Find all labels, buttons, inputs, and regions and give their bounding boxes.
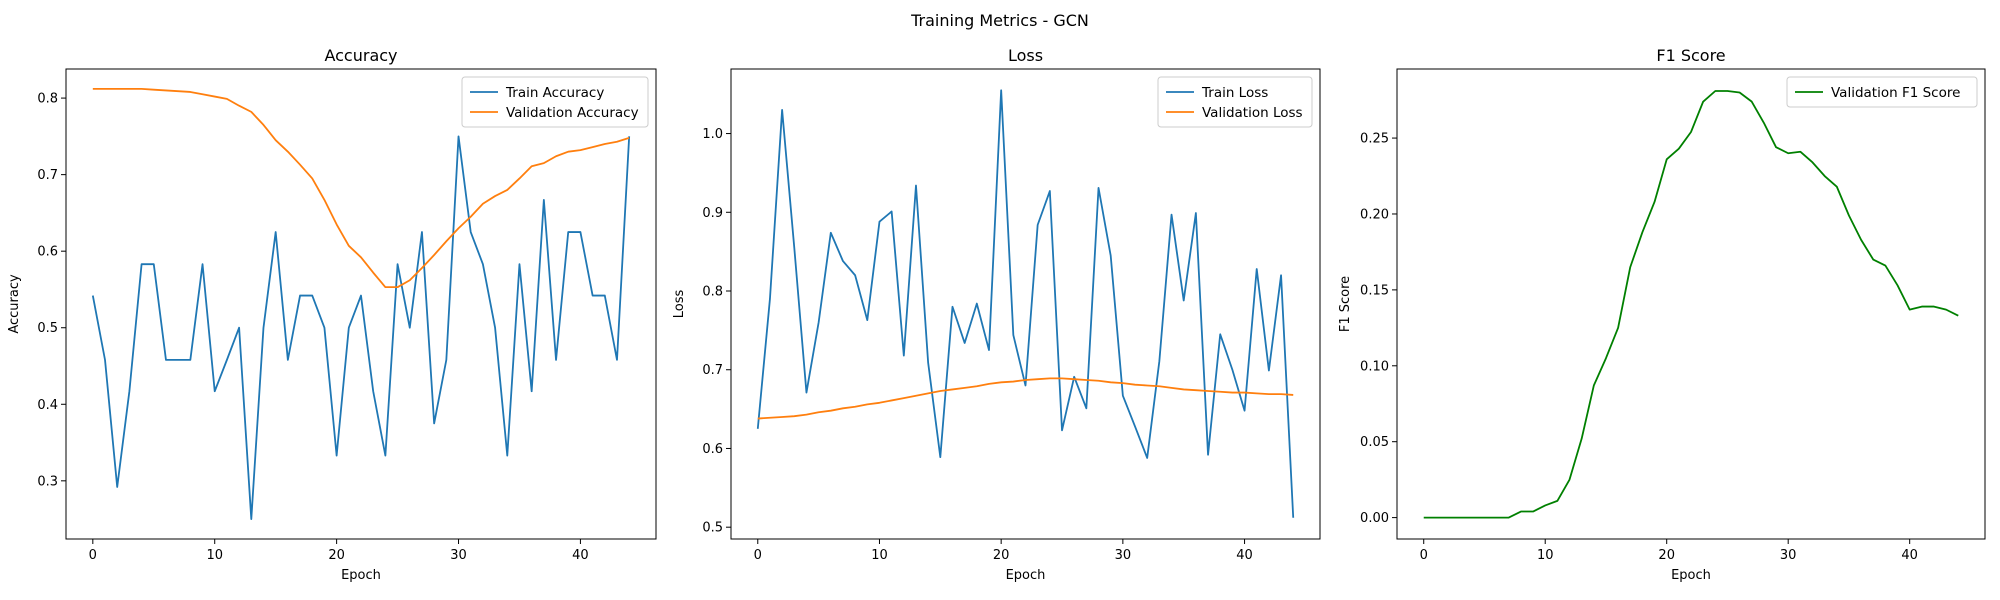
legend-label: Train Loss bbox=[1201, 85, 1268, 101]
x-tick-label: 30 bbox=[1780, 548, 1797, 563]
chart-panels: Accuracy 0 10 20 30 40 0.3 0.4 0.5 0.6 0.7 0.8 Epoch… bbox=[7, 46, 1986, 583]
legend-label: Validation Loss bbox=[1202, 105, 1303, 121]
y-tick-label: 0.6 bbox=[37, 245, 58, 260]
legend-box bbox=[1786, 76, 1978, 108]
y-tick-label: 0.15 bbox=[1360, 283, 1389, 298]
series-line-1 bbox=[91, 135, 631, 520]
y-tick-label: 0.9 bbox=[702, 206, 723, 221]
x-tick-label: 10 bbox=[206, 548, 223, 563]
y-tick-label: 0.6 bbox=[702, 442, 723, 457]
legend-box bbox=[1157, 76, 1313, 128]
x-tick-label: 40 bbox=[1236, 548, 1253, 563]
x-tick-label: 20 bbox=[993, 548, 1010, 563]
chart-title: Loss bbox=[1008, 46, 1043, 65]
y-tick-label: 0.3 bbox=[37, 474, 58, 489]
x-tick-label: 30 bbox=[1115, 548, 1132, 563]
series-line-1 bbox=[756, 89, 1295, 518]
x-axis-label: Epoch bbox=[1671, 568, 1711, 583]
y-axis-label: Loss bbox=[672, 290, 687, 319]
y-tick-label: 0.4 bbox=[37, 398, 58, 413]
plot-frame bbox=[1396, 68, 1986, 540]
chart-title: F1 Score bbox=[1656, 46, 1725, 65]
x-axis-label: Epoch bbox=[1006, 568, 1046, 583]
x-tick-label: 10 bbox=[871, 548, 888, 563]
figure-title: Training Metrics - GCN bbox=[910, 11, 1089, 30]
legend-label: Train Accuracy bbox=[505, 85, 604, 101]
chart-1: Accuracy 0 10 20 30 40 0.3 0.4 0.5 0.6 0.7 0.8 Epoch… bbox=[7, 46, 657, 583]
y-tick-label: 0.7 bbox=[37, 168, 58, 183]
x-tick-label: 0 bbox=[89, 548, 97, 563]
legend-label: Validation F1 Score bbox=[1831, 85, 1960, 101]
x-tick-label: 10 bbox=[1537, 548, 1554, 563]
y-tick-label: 0.5 bbox=[702, 521, 723, 536]
x-axis-label: Epoch bbox=[341, 568, 381, 583]
x-tick-label: 20 bbox=[1658, 548, 1675, 563]
x-tick-label: 30 bbox=[450, 548, 467, 563]
legend: Validation F1 Score bbox=[1786, 76, 1978, 108]
legend-box bbox=[461, 76, 649, 128]
y-tick-label: 0.7 bbox=[702, 363, 723, 378]
chart-3: F1 Score 0 10 20 30 40 0.00 0.05 0.10 0.15 0.20 0.2… bbox=[1338, 46, 1986, 583]
y-axis-label: Accuracy bbox=[7, 274, 22, 334]
x-tick-label: 20 bbox=[328, 548, 345, 563]
series-line-1 bbox=[1423, 90, 1959, 519]
y-tick-label: 0.8 bbox=[37, 92, 58, 107]
y-axis-label: F1 Score bbox=[1338, 276, 1353, 332]
x-tick-label: 0 bbox=[1420, 548, 1428, 563]
y-tick-label: 0.5 bbox=[37, 321, 58, 336]
legend: Train Accuracy Validation Accuracy bbox=[461, 76, 649, 128]
legend: Train Loss Validation Loss bbox=[1157, 76, 1313, 128]
y-tick-label: 0.20 bbox=[1360, 207, 1389, 222]
y-tick-label: 0.00 bbox=[1360, 511, 1389, 526]
series-line-2 bbox=[92, 88, 630, 289]
chart-2: Loss 0 10 20 30 40 0.5 0.6 0.7 0.8 0.9 1.0 Epoch Loss… bbox=[672, 46, 1321, 583]
y-tick-label: 0.05 bbox=[1360, 435, 1389, 450]
plot-frame bbox=[730, 68, 1321, 540]
x-tick-label: 40 bbox=[1901, 548, 1918, 563]
legend-label: Validation Accuracy bbox=[506, 105, 639, 121]
plot-frame bbox=[65, 68, 657, 540]
x-tick-label: 0 bbox=[754, 548, 762, 563]
y-tick-label: 0.8 bbox=[702, 285, 723, 300]
y-tick-label: 0.25 bbox=[1360, 132, 1389, 147]
chart-title: Accuracy bbox=[324, 46, 397, 65]
y-tick-label: 1.0 bbox=[702, 127, 723, 142]
y-tick-label: 0.10 bbox=[1360, 359, 1389, 374]
series-line-2 bbox=[757, 377, 1294, 420]
x-tick-label: 40 bbox=[572, 548, 589, 563]
